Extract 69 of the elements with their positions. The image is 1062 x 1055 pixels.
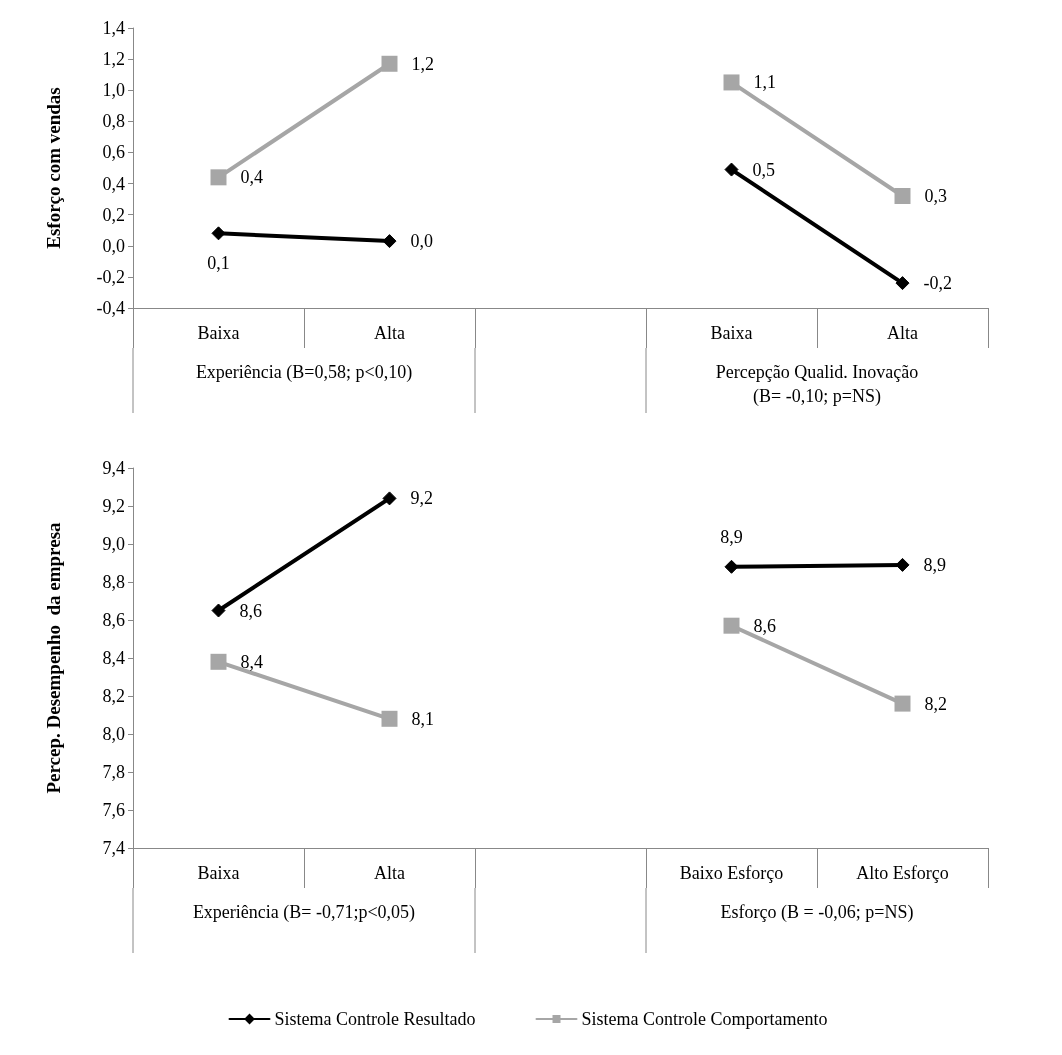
data-label: 8,4 <box>240 651 263 672</box>
data-label: 0,5 <box>752 159 775 180</box>
point <box>894 695 911 712</box>
data-label: 0,4 <box>240 167 263 188</box>
legend-label: Sistema Controle Resultado <box>274 1009 476 1029</box>
point <box>381 55 398 72</box>
data-label: 8,6 <box>239 600 262 621</box>
x-tick-label: Baixa <box>197 863 240 883</box>
y-tick-label: 9,0 <box>102 534 125 554</box>
legend-label: Sistema Controle Comportamento <box>581 1009 828 1029</box>
point <box>724 559 739 574</box>
y-tick-label: 7,6 <box>102 800 125 820</box>
data-label: 8,9 <box>720 526 743 547</box>
point <box>211 603 226 618</box>
y-axis-title: Esforço com vendas <box>43 87 64 249</box>
x-tick-label: Alta <box>374 863 405 883</box>
y-tick-label: 8,6 <box>102 610 125 630</box>
x-tick-label: Alta <box>887 323 918 343</box>
data-label: 0,1 <box>207 253 230 274</box>
point <box>895 557 910 572</box>
y-tick-label: 7,8 <box>102 762 125 782</box>
y-tick-label: 0,0 <box>102 235 125 256</box>
data-label: 9,2 <box>410 488 433 509</box>
y-tick-label: 1,0 <box>102 80 125 101</box>
y-tick-label: 8,8 <box>102 572 125 592</box>
y-tick-label: 8,2 <box>102 686 125 706</box>
y-tick-label: 0,8 <box>102 111 125 132</box>
point <box>382 491 397 506</box>
data-label: 8,2 <box>924 693 947 714</box>
text: Experiência (B= -0,71;p<0,05) <box>192 902 416 923</box>
y-tick-label: 9,2 <box>102 496 125 516</box>
y-axis-title: Percep. Desempenho da empresa <box>43 521 64 794</box>
data-label: 1,2 <box>411 53 434 74</box>
x-tick-label: Baixa <box>710 323 753 343</box>
point <box>895 276 910 291</box>
point <box>894 188 911 204</box>
x-tick-label: Alto Esforço <box>856 863 949 883</box>
data-label: 0,3 <box>924 186 947 206</box>
x-tick-label: Alta <box>374 323 405 343</box>
y-tick-label: 0,4 <box>102 173 125 194</box>
x-tick-label: Baixo Esforço <box>679 863 784 883</box>
x-tick-label: Baixa <box>197 323 240 343</box>
y-tick-label: -0,4 <box>96 298 125 318</box>
text: Esforço (B = -0,06; p=NS) <box>720 902 914 923</box>
data-label: 8,6 <box>753 615 776 636</box>
data-label: 8,9 <box>923 554 946 575</box>
y-tick-label: 1,4 <box>102 18 125 38</box>
point <box>210 169 227 186</box>
y-tick-label: 8,0 <box>102 724 125 744</box>
data-label: 8,1 <box>411 708 434 729</box>
point <box>723 74 740 91</box>
y-tick-label: 0,6 <box>102 142 125 163</box>
point <box>381 710 398 727</box>
data-label: 1,1 <box>753 72 776 93</box>
y-tick-label: -0,2 <box>96 266 125 287</box>
point <box>211 226 226 241</box>
y-tick-label: 9,4 <box>102 458 125 478</box>
point <box>210 653 227 670</box>
text: Percepção Qualid. Inovação (B= -0,10; p=NS) <box>715 362 919 407</box>
data-label: 0,0 <box>410 231 433 252</box>
data-label: -0,2 <box>923 273 952 294</box>
y-tick-label: 7,4 <box>102 838 125 858</box>
y-tick-label: 1,2 <box>102 49 125 70</box>
point <box>724 162 739 177</box>
text: Experiência (B=0,58; p<0,10) <box>195 362 413 383</box>
y-tick-label: 0,2 <box>102 204 125 225</box>
y-tick-label: 8,4 <box>102 648 125 668</box>
point <box>723 617 740 634</box>
point <box>382 234 397 249</box>
